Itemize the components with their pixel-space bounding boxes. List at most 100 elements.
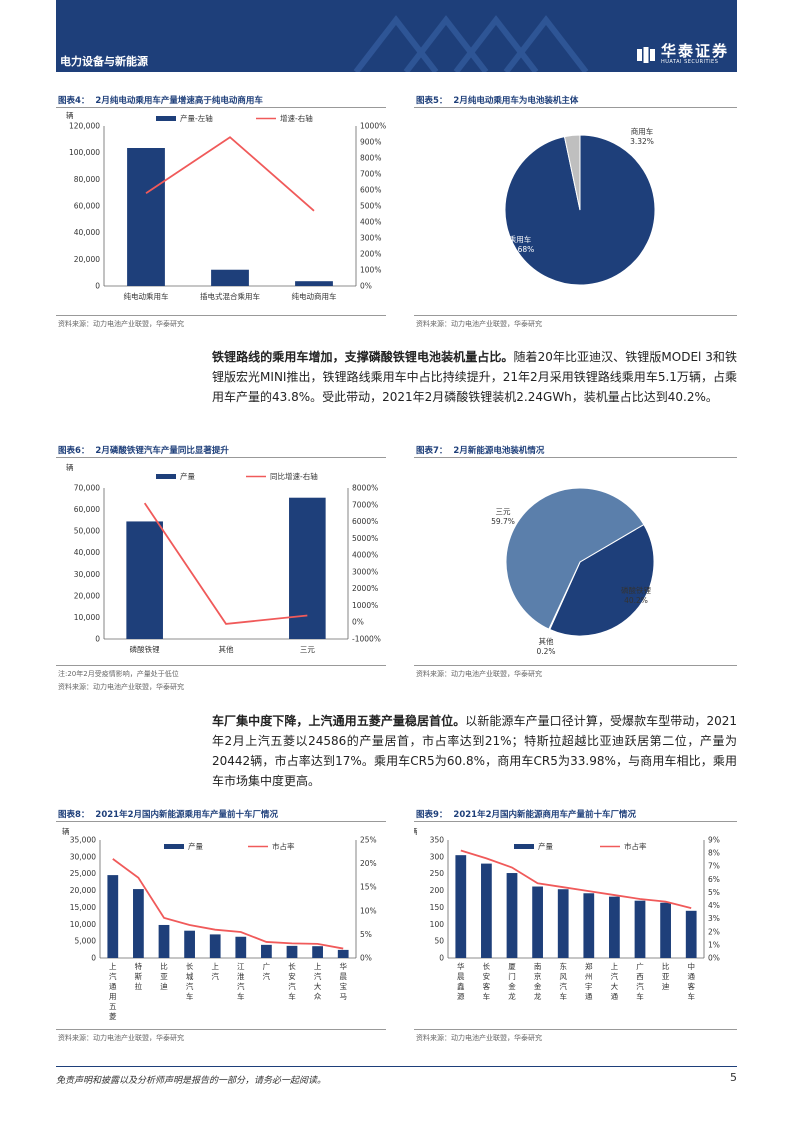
x-tick-char: 通 bbox=[611, 991, 619, 1001]
bar bbox=[289, 497, 326, 639]
x-tick-char: 汽 bbox=[263, 971, 271, 981]
y-tick-right: 2000% bbox=[352, 584, 378, 593]
y-tick-right: 4% bbox=[708, 901, 720, 910]
x-tick-char: 比 bbox=[160, 961, 168, 971]
x-tick-char: 东 bbox=[559, 961, 567, 971]
bar bbox=[337, 949, 349, 958]
x-tick-char: 菱 bbox=[109, 1011, 117, 1021]
y-tick-left: 350 bbox=[430, 836, 445, 845]
fig4-title: 图表4： 2月纯电动乘用车产量增速高于纯电动商用车 bbox=[58, 96, 263, 106]
fig5-bottom-rule bbox=[414, 315, 737, 316]
x-tick-char: 斯 bbox=[135, 971, 143, 981]
y-tick-left: 25,000 bbox=[70, 869, 96, 878]
fig4-rule bbox=[56, 107, 386, 108]
legend-bar-label: 产量 bbox=[538, 841, 553, 851]
y-tick-left: 250 bbox=[430, 869, 445, 878]
legend-bar-swatch bbox=[164, 844, 184, 849]
x-tick-char: 晨 bbox=[339, 972, 347, 981]
y-tick-right: 8% bbox=[708, 849, 720, 858]
x-tick-label: 三元 bbox=[300, 645, 315, 654]
bar bbox=[158, 924, 170, 958]
legend-bar-label: 产量 bbox=[180, 471, 195, 481]
y-tick-left: 35,000 bbox=[70, 836, 96, 845]
fig9-bottom-rule bbox=[414, 1029, 737, 1030]
pie-label-value: 3.32% bbox=[630, 137, 654, 146]
y-tick-left: 0 bbox=[95, 635, 100, 644]
logo-icon bbox=[636, 46, 655, 63]
y-tick-right: 7000% bbox=[352, 500, 378, 509]
y-tick-left: 15,000 bbox=[70, 903, 96, 912]
y-tick-left: 60,000 bbox=[74, 202, 100, 211]
x-tick-char: 拉 bbox=[135, 981, 143, 991]
x-tick-char: 汽 bbox=[636, 981, 644, 991]
bar bbox=[634, 900, 646, 958]
x-tick-char: 州 bbox=[585, 972, 593, 981]
legend-line-label: 增速-右轴 bbox=[280, 113, 313, 123]
pie-label-name: 乘用车 bbox=[509, 234, 532, 244]
y-tick-right: 3000% bbox=[352, 567, 378, 576]
bar bbox=[685, 910, 697, 958]
y-tick-left: 50 bbox=[434, 937, 444, 946]
x-tick-char: 淮 bbox=[237, 971, 245, 981]
x-tick-char: 长 bbox=[186, 961, 194, 971]
y-tick-right: 500% bbox=[360, 202, 381, 211]
y-tick-left: 0 bbox=[439, 954, 444, 963]
x-tick-char: 宝 bbox=[339, 981, 347, 991]
series-line bbox=[143, 502, 308, 625]
bar bbox=[557, 889, 569, 958]
bar bbox=[481, 863, 492, 958]
y-unit-label: 辆 bbox=[66, 110, 74, 120]
y-tick-left: 10,000 bbox=[74, 613, 100, 622]
bar bbox=[506, 873, 518, 958]
x-tick-char: 城 bbox=[186, 972, 194, 981]
y-tick-right: 8000% bbox=[352, 484, 378, 493]
bar bbox=[107, 875, 119, 958]
fig8-bottom-rule bbox=[56, 1029, 386, 1030]
paragraph-lfp-share: 铁锂路线的乘用车增加，支撑磷酸铁锂电池装机量占比。随着20年比亚迪汉、铁锂版MO… bbox=[212, 350, 737, 404]
x-tick-char: 上 bbox=[611, 962, 619, 971]
x-tick-char: 宇 bbox=[585, 981, 593, 991]
legend-bar-swatch bbox=[156, 474, 176, 479]
bar bbox=[295, 281, 333, 286]
x-tick-char: 厦 bbox=[508, 962, 516, 971]
legend-bar-swatch bbox=[156, 116, 176, 121]
pie-slice bbox=[505, 487, 645, 630]
y-unit-label: 辆 bbox=[62, 826, 70, 836]
series-line bbox=[460, 849, 692, 910]
bar bbox=[127, 148, 165, 286]
x-tick-char: 广 bbox=[636, 961, 644, 971]
y-tick-left: 100 bbox=[430, 920, 445, 929]
y-tick-left: 40,000 bbox=[74, 228, 100, 237]
y-tick-right: 400% bbox=[360, 218, 381, 227]
y-tick-right: 100% bbox=[360, 266, 381, 275]
fig9-rule bbox=[414, 821, 737, 822]
fig5-source: 资料来源：动力电池产业联盟，华泰研究 bbox=[416, 320, 542, 328]
x-tick-char: 南 bbox=[534, 961, 542, 971]
logo-name: 华泰证券 bbox=[660, 42, 729, 60]
y-unit-label: 辆 bbox=[414, 826, 418, 836]
y-tick-right: 20% bbox=[360, 859, 377, 868]
fig4-bottom-rule bbox=[56, 315, 386, 316]
bar bbox=[235, 936, 247, 958]
y-tick-right: 0% bbox=[360, 954, 372, 963]
y-tick-left: 300 bbox=[430, 852, 445, 861]
fig9-title: 图表9： 2021年2月国内新能源商用车产量前十车厂情况 bbox=[416, 810, 636, 820]
bar bbox=[583, 893, 595, 958]
pie-slice bbox=[549, 523, 655, 637]
x-tick-label: 其他 bbox=[219, 644, 234, 654]
fig7-title: 图表7： 2月新能源电池装机情况 bbox=[416, 446, 545, 456]
y-tick-left: 70,000 bbox=[74, 484, 100, 493]
y-tick-left: 20,000 bbox=[74, 255, 100, 264]
fig6-bottom-rule bbox=[56, 665, 386, 666]
pie-label-value: 0.2% bbox=[536, 647, 555, 656]
fig4-chart: 辆 产量-左轴 增速-右轴 0 20,000 40,000 60,000 80,000 100,… bbox=[66, 110, 386, 301]
bar bbox=[455, 855, 467, 958]
y-tick-right: 0% bbox=[352, 618, 364, 627]
y-tick-left: 200 bbox=[430, 886, 445, 895]
x-tick-char: 京 bbox=[534, 971, 542, 981]
y-tick-left: 5,000 bbox=[75, 937, 97, 946]
legend-bar-label: 产量 bbox=[188, 841, 203, 851]
fig7-source: 资料来源：动力电池产业联盟，华泰研究 bbox=[416, 670, 542, 678]
bar bbox=[126, 521, 163, 639]
